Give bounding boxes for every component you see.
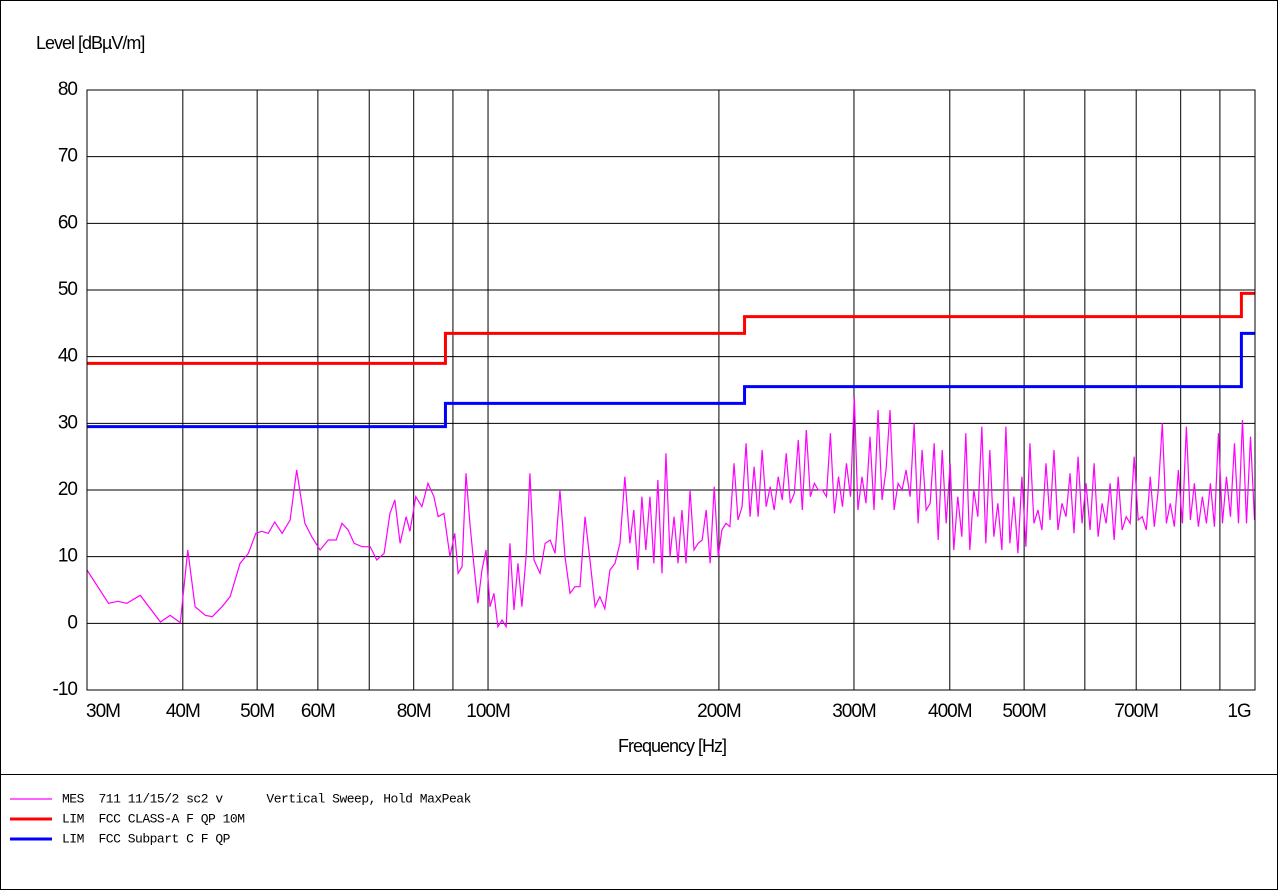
tick-labels: -10 0 10 20 30 40 50 60 70 80 30M 40M 50M 60M 80M 100M 2… (53, 79, 1252, 722)
series-line (87, 331, 1255, 429)
series-line (87, 291, 1255, 365)
y-tick-label: 70 (58, 146, 78, 167)
x-tick-label: 400M (928, 701, 972, 722)
legend-label: MES 711 11/15/2 sc2 v Vertical Sweep, Ho… (62, 791, 472, 806)
x-tick-label: 100M (466, 701, 510, 722)
y-tick-label: 80 (58, 79, 78, 100)
x-tick-label: 500M (1002, 701, 1046, 722)
y-tick-label: 10 (58, 546, 78, 567)
legend: MES 711 11/15/2 sc2 v Vertical Sweep, Ho… (10, 791, 472, 846)
x-tick-label: 50M (240, 701, 274, 722)
series-line (86, 396, 1256, 629)
x-tick-label: 60M (301, 701, 335, 722)
y-tick-label: 0 (67, 612, 77, 633)
legend-label: LIM FCC CLASS-A F QP 10M (62, 811, 245, 826)
plot-border (86, 89, 1256, 691)
plot-area (86, 291, 1256, 629)
x-tick-label: 1G (1227, 701, 1251, 722)
x-tick-label: 30M (86, 701, 120, 722)
x-tick-label: 40M (166, 701, 200, 722)
y-tick-label: 30 (58, 412, 78, 433)
x-axis-title: Frequency [Hz] (618, 736, 726, 756)
y-tick-label: 40 (58, 346, 78, 367)
y-axis-title: Level [dBµV/m] (36, 33, 144, 53)
x-tick-label: 200M (697, 701, 741, 722)
x-tick-label: 300M (832, 701, 876, 722)
legend-label: LIM FCC Subpart C F QP (62, 831, 231, 846)
y-tick-label: 50 (58, 279, 78, 300)
y-tick-label: 60 (58, 212, 78, 233)
x-tick-label: 80M (397, 701, 431, 722)
y-tick-label: -10 (53, 679, 78, 700)
x-tick-label: 700M (1114, 701, 1158, 722)
y-tick-label: 20 (58, 479, 78, 500)
